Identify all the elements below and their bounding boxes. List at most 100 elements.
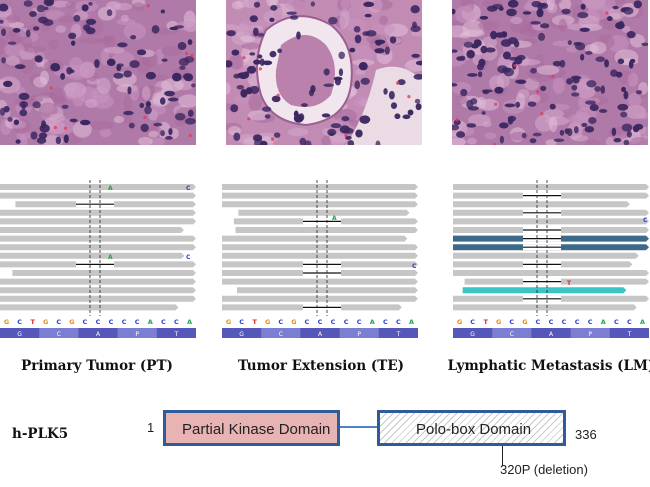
mismatch-base: A	[108, 254, 113, 261]
polo-box-domain-box: Polo-box Domain	[377, 410, 566, 446]
codon-aminoacid: P	[357, 331, 361, 338]
reference-base: C	[83, 318, 88, 326]
mutation-marker	[502, 446, 503, 466]
reference-base: C	[357, 318, 362, 326]
mismatch-base: A	[332, 215, 337, 222]
codon-aminoacid: G	[239, 331, 244, 338]
reference-base: C	[331, 318, 336, 326]
sequence-read	[0, 184, 196, 190]
sequence-read	[453, 201, 630, 208]
reference-base: C	[135, 318, 140, 326]
reference-base: T	[483, 318, 488, 326]
reference-base: C	[383, 318, 388, 326]
reference-base: A	[187, 318, 192, 326]
reference-base: A	[370, 318, 375, 326]
reference-base: C	[509, 318, 514, 326]
sequence-read	[0, 304, 179, 311]
reference-base: G	[265, 318, 270, 326]
mismatch-base: C	[186, 185, 191, 192]
sequence-read	[453, 252, 639, 259]
igv-pileup-te: ACG C T G C G C C C C C A C C AG C A P T	[222, 180, 418, 340]
codon-aminoacid: C	[510, 331, 514, 338]
reference-base: C	[239, 318, 244, 326]
mismatch-base: C	[643, 217, 648, 224]
histology-image-lm	[452, 0, 648, 145]
reference-base: G	[226, 318, 231, 326]
reference-base: A	[148, 318, 153, 326]
igv-pileup-lm: CTG C T G C G C C C C C A C C AG C A P T	[453, 180, 649, 340]
reference-base: C	[122, 318, 127, 326]
sequence-read	[222, 252, 418, 259]
sequence-read	[462, 287, 627, 294]
polo-box-domain-label: Polo-box Domain	[416, 421, 532, 438]
reference-base: C	[575, 318, 580, 326]
protein-name: h-PLK5	[12, 426, 69, 442]
reference-base: G	[291, 318, 296, 326]
reference-base: T	[30, 318, 35, 326]
reference-base: A	[409, 318, 414, 326]
sequence-read	[453, 184, 649, 190]
sequence-read	[12, 270, 196, 276]
sequence-read	[0, 252, 185, 259]
reference-base: G	[496, 318, 501, 326]
reference-base: C	[318, 318, 323, 326]
reference-base: G	[4, 318, 9, 326]
position-start: 1	[147, 420, 155, 435]
reference-base: A	[601, 318, 606, 326]
reference-base: G	[457, 318, 462, 326]
reference-base: G	[43, 318, 48, 326]
reference-base: C	[56, 318, 61, 326]
kinase-domain-label: Partial Kinase Domain	[182, 421, 331, 438]
reference-base: C	[549, 318, 554, 326]
sequence-read	[238, 209, 410, 216]
sequence-read	[0, 192, 196, 199]
codon-aminoacid: P	[135, 331, 139, 338]
sequence-read	[222, 235, 408, 242]
reference-base: A	[640, 318, 645, 326]
codon-aminoacid: A	[549, 331, 554, 338]
reference-base: C	[17, 318, 22, 326]
mutation-label: 320P (deletion)	[500, 462, 588, 477]
reference-base: C	[536, 318, 541, 326]
reference-base: C	[161, 318, 166, 326]
reference-base: T	[252, 318, 257, 326]
sequence-read	[237, 287, 418, 294]
sequence-read	[453, 304, 637, 311]
sequence-read	[0, 209, 196, 216]
sequence-read	[453, 270, 649, 276]
position-end: 336	[575, 427, 597, 442]
caption-primary-tumor: Primary Tumor (PT)	[21, 358, 173, 374]
mismatch-base: A	[108, 185, 113, 192]
codon-aminoacid: A	[318, 331, 323, 338]
reference-base: C	[305, 318, 310, 326]
sequence-read	[222, 192, 418, 199]
histology-image-te	[226, 0, 422, 145]
reference-base: C	[470, 318, 475, 326]
codon-aminoacid: C	[57, 331, 61, 338]
sequence-read	[0, 218, 196, 225]
mismatch-base: C	[412, 263, 417, 270]
reference-base: G	[69, 318, 74, 326]
mismatch-base: T	[567, 280, 572, 287]
igv-pileup-pt: A CA CG C T G C G C C C C C A C C AG C A P T	[0, 180, 196, 340]
reference-base: C	[96, 318, 101, 326]
domain-linker	[340, 426, 377, 428]
codon-aminoacid: P	[588, 331, 592, 338]
histology-image-pt	[0, 0, 196, 145]
codon-aminoacid: T	[396, 331, 401, 338]
reference-base: C	[588, 318, 593, 326]
sequence-read	[222, 244, 418, 251]
sequence-read	[0, 235, 196, 242]
sequence-read	[0, 287, 196, 294]
kinase-domain-box: Partial Kinase Domain	[163, 410, 340, 446]
sequence-read	[222, 278, 418, 285]
reference-base: C	[109, 318, 114, 326]
reference-base: C	[396, 318, 401, 326]
reference-base: C	[562, 318, 567, 326]
codon-aminoacid: T	[174, 331, 179, 338]
reference-base: G	[522, 318, 527, 326]
mismatch-base: C	[186, 254, 191, 261]
sequence-read	[0, 227, 184, 233]
reference-base: C	[278, 318, 283, 326]
codon-aminoacid: A	[96, 331, 101, 338]
